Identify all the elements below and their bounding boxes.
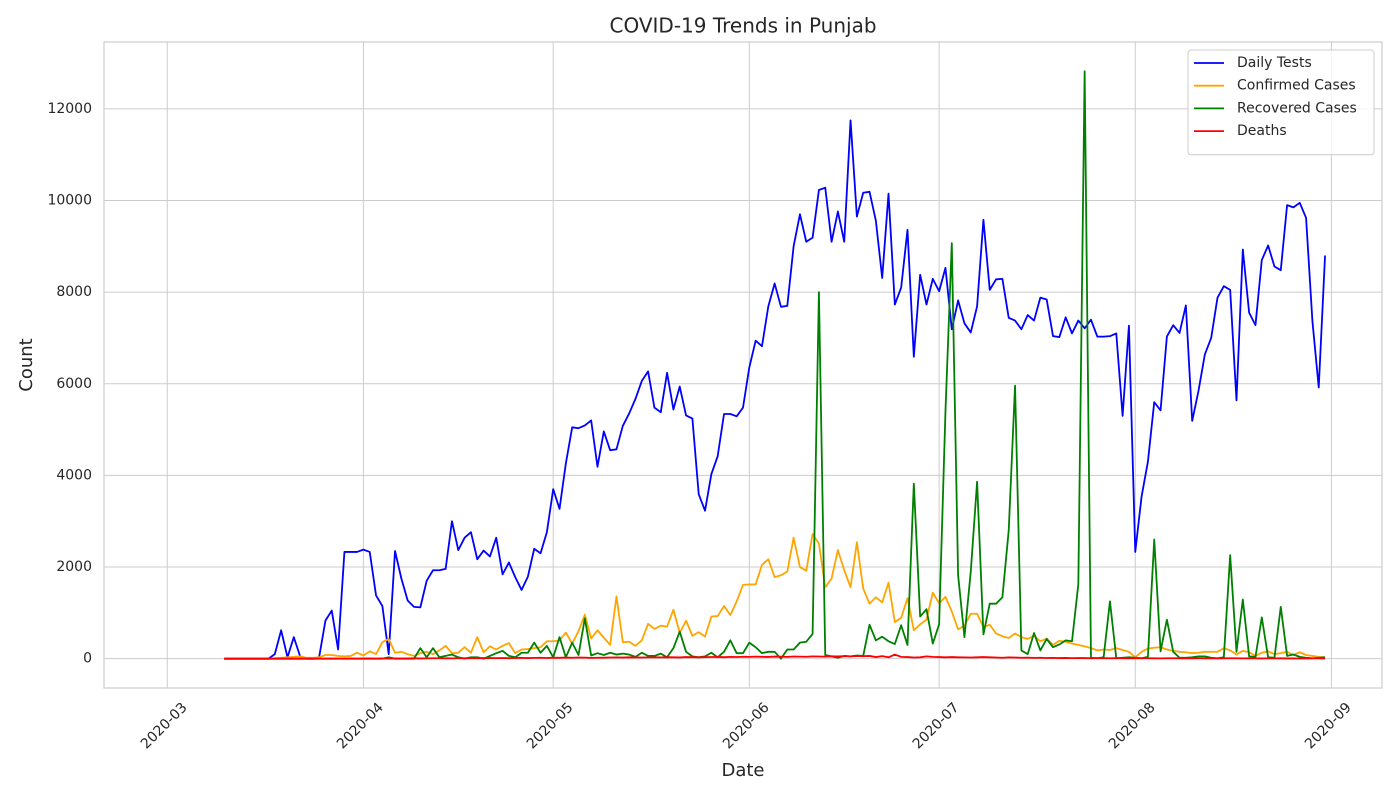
chart-title: COVID-19 Trends in Punjab	[609, 14, 876, 38]
y-tick-label: 12000	[47, 101, 92, 117]
legend-label: Recovered Cases	[1237, 100, 1357, 116]
y-tick-label: 2000	[56, 559, 92, 575]
series-line	[224, 119, 1326, 660]
series-line	[224, 653, 1326, 660]
y-tick-label: 0	[83, 651, 92, 667]
y-tick-label: 4000	[56, 467, 92, 483]
y-tick-label: 10000	[47, 193, 92, 209]
legend: Daily Tests Confirmed Cases Recovered Case…	[1187, 49, 1375, 156]
series-line	[224, 533, 1326, 660]
lines-layer	[224, 70, 1326, 660]
x-axis-label: Date	[721, 760, 764, 781]
legend-label: Deaths	[1237, 123, 1287, 139]
y-axis-label: Count	[16, 338, 37, 391]
y-tick-label: 8000	[56, 284, 92, 300]
legend-box	[1187, 49, 1375, 156]
plot-frame	[103, 41, 1383, 689]
y-tick-label: 6000	[56, 376, 92, 392]
legend-label: Daily Tests	[1237, 55, 1312, 71]
legend-label: Confirmed Cases	[1237, 78, 1356, 94]
